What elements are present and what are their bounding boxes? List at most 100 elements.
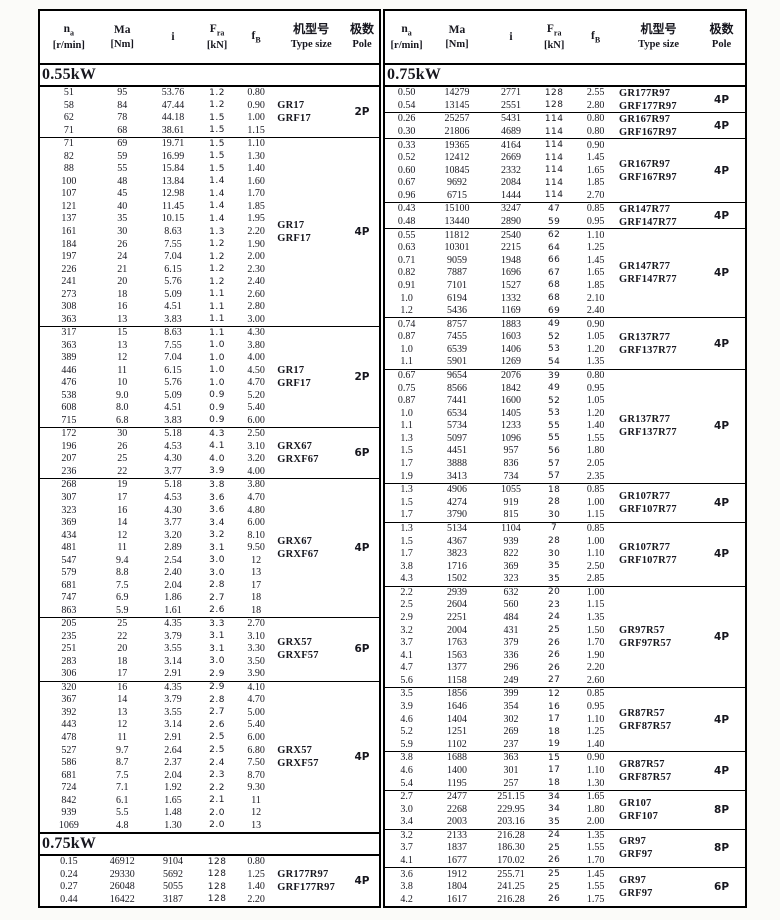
service-factor-cell: 1.80	[586, 803, 605, 815]
type-size: GR107R77 GRF107R77	[619, 541, 698, 567]
radial-force-cell: 1.4	[209, 188, 225, 199]
radial-force-cell: 114	[544, 152, 564, 163]
torque-cell: 68	[117, 124, 128, 136]
ratio-cell: 1332	[500, 292, 521, 304]
service-factor-cell: 1.45	[586, 152, 605, 164]
radial-force-cell: 1.5	[209, 138, 225, 149]
service-factor-cell: 2.00	[247, 251, 265, 263]
torque-cell: 15100	[444, 203, 470, 215]
ratio-cell: 3247	[500, 203, 521, 215]
speed-cell: 107	[61, 188, 77, 200]
col-header-torque: Ma [Nm]	[428, 23, 486, 52]
speed-cell: 62	[63, 112, 74, 124]
ratio-cell: 4.30	[164, 504, 182, 516]
torque-cell: 5734	[446, 420, 467, 432]
torque-cell: 1195	[447, 777, 467, 789]
torque-cell: 25257	[444, 113, 470, 125]
torque-cell: 14	[117, 517, 128, 529]
service-factor-cell: 1.75	[586, 893, 605, 905]
torque-cell: 1377	[446, 662, 467, 674]
radial-force-cell: 3.6	[209, 505, 225, 516]
spec-group: 2.2 2939 632 20 1.00 2.5 2604 560 23 1.15 2.9 2251 4…	[385, 585, 745, 688]
speed-cell: 4.6	[400, 764, 413, 776]
torque-cell: 18	[117, 288, 128, 300]
service-factor-cell: 1.35	[586, 829, 605, 841]
spec-group: 0.74 8757 1883 49 0.90 0.87 7455 1603 52 1.05 1.0 6…	[385, 317, 745, 368]
torque-cell: 1646	[446, 701, 467, 713]
radial-force-cell: 24	[547, 830, 561, 841]
service-factor-cell: 0.85	[586, 203, 605, 215]
radial-force-cell: 1.2	[209, 100, 225, 111]
radial-force-cell: 23	[547, 599, 561, 610]
service-factor-cell: 1.25	[247, 868, 265, 880]
ratio-cell: 5.76	[164, 377, 182, 389]
radial-force-cell: 49	[547, 383, 561, 394]
ratio-cell: 4164	[500, 139, 521, 151]
torque-cell: 3413	[446, 470, 467, 482]
service-factor-cell: 5.40	[247, 719, 265, 731]
col-header-speed-symbol: na	[63, 22, 75, 38]
spec-group: 0.26 25257 5431 114 0.80 0.30 21806 4689 114 0.80…	[385, 112, 745, 138]
type-size-name: GRF107R77	[618, 503, 677, 515]
type-size-name: GRF97R57	[618, 637, 672, 649]
speed-cell: 0.63	[397, 242, 416, 254]
spec-group: 268 19 5.18 3.8 3.80 307 17 4.53 3.6 4.70 323 16 4.3…	[40, 478, 379, 617]
type-size: GR147R77 GRF147R77	[619, 203, 698, 229]
ratio-cell: 1.30	[164, 819, 182, 831]
col-header-service-factor-symbol: fB	[251, 29, 261, 44]
speed-cell: 369	[61, 517, 77, 529]
torque-cell: 8566	[446, 382, 467, 394]
radial-force-cell: 67	[547, 267, 561, 278]
service-factor-cell: 1.45	[586, 254, 605, 266]
ratio-cell: 632	[503, 586, 519, 598]
speed-cell: 1.5	[400, 496, 413, 508]
type-size-name: GR177R97	[277, 868, 329, 880]
service-factor-cell: 9.30	[247, 782, 265, 794]
type-size-name: GRF87R57	[618, 771, 672, 783]
type-size: GRX67 GRXF67	[277, 535, 345, 561]
speed-cell: 3.0	[400, 803, 413, 815]
ratio-cell: 1.65	[164, 794, 182, 806]
col-header-ratio-symbol: i	[509, 30, 513, 43]
radial-force-cell: 1.2	[209, 87, 225, 98]
type-size-name: GR97	[618, 875, 647, 887]
radial-force-cell: 3.2	[209, 530, 225, 541]
radial-force-cell: 1.2	[209, 264, 225, 275]
service-factor-cell: 3.30	[247, 643, 265, 655]
speed-cell: 1.1	[400, 356, 413, 368]
radial-force-cell: 35	[547, 561, 561, 572]
service-factor-cell: 2.30	[247, 263, 265, 275]
radial-force-cell: 17	[547, 765, 561, 776]
ratio-cell: 7.04	[164, 251, 182, 263]
service-factor-cell: 4.50	[247, 364, 265, 376]
col-header-type-size: 机型号 Type size	[277, 22, 345, 51]
ratio-cell: 363	[503, 752, 519, 764]
speed-cell: 172	[61, 428, 77, 440]
radial-force-cell: 18	[547, 778, 561, 788]
radial-force-cell: 128	[207, 894, 227, 905]
radial-force-cell: 1.4	[209, 176, 225, 187]
ratio-cell: 1603	[500, 331, 521, 343]
col-header-pole-en: Pole	[711, 38, 732, 50]
radial-force-cell: 2.3	[209, 770, 225, 781]
ratio-cell: 3.79	[164, 694, 182, 706]
torque-cell: 8.0	[115, 402, 129, 414]
radial-force-cell: 39	[547, 370, 561, 381]
radial-force-cell: 1.1	[209, 289, 225, 300]
pole-value: 4P	[714, 209, 730, 222]
torque-cell: 7.5	[115, 579, 129, 591]
radial-force-cell: 68	[547, 280, 561, 291]
type-size-name: GR17	[277, 365, 305, 377]
radial-force-cell: 1.0	[209, 365, 225, 376]
speed-cell: 2.9	[400, 611, 413, 623]
speed-cell: 58	[63, 99, 74, 111]
spec-group: 205 25 4.35 3.3 2.70 235 22 3.79 3.1 3.10 251 20 3.5…	[40, 617, 379, 681]
speed-cell: 0.67	[397, 177, 416, 189]
service-factor-cell: 8.70	[247, 769, 265, 781]
torque-cell: 78	[117, 112, 128, 124]
radial-force-cell: 2.6	[209, 719, 225, 730]
radial-force-cell: 1.5	[209, 112, 225, 123]
type-size: GR17 GRF17	[277, 364, 345, 390]
service-factor-cell: 1.65	[586, 791, 605, 803]
spec-table-right: na [r/min] Ma [Nm] i Fra [kN] fB 机型号 Typ…	[383, 9, 747, 908]
